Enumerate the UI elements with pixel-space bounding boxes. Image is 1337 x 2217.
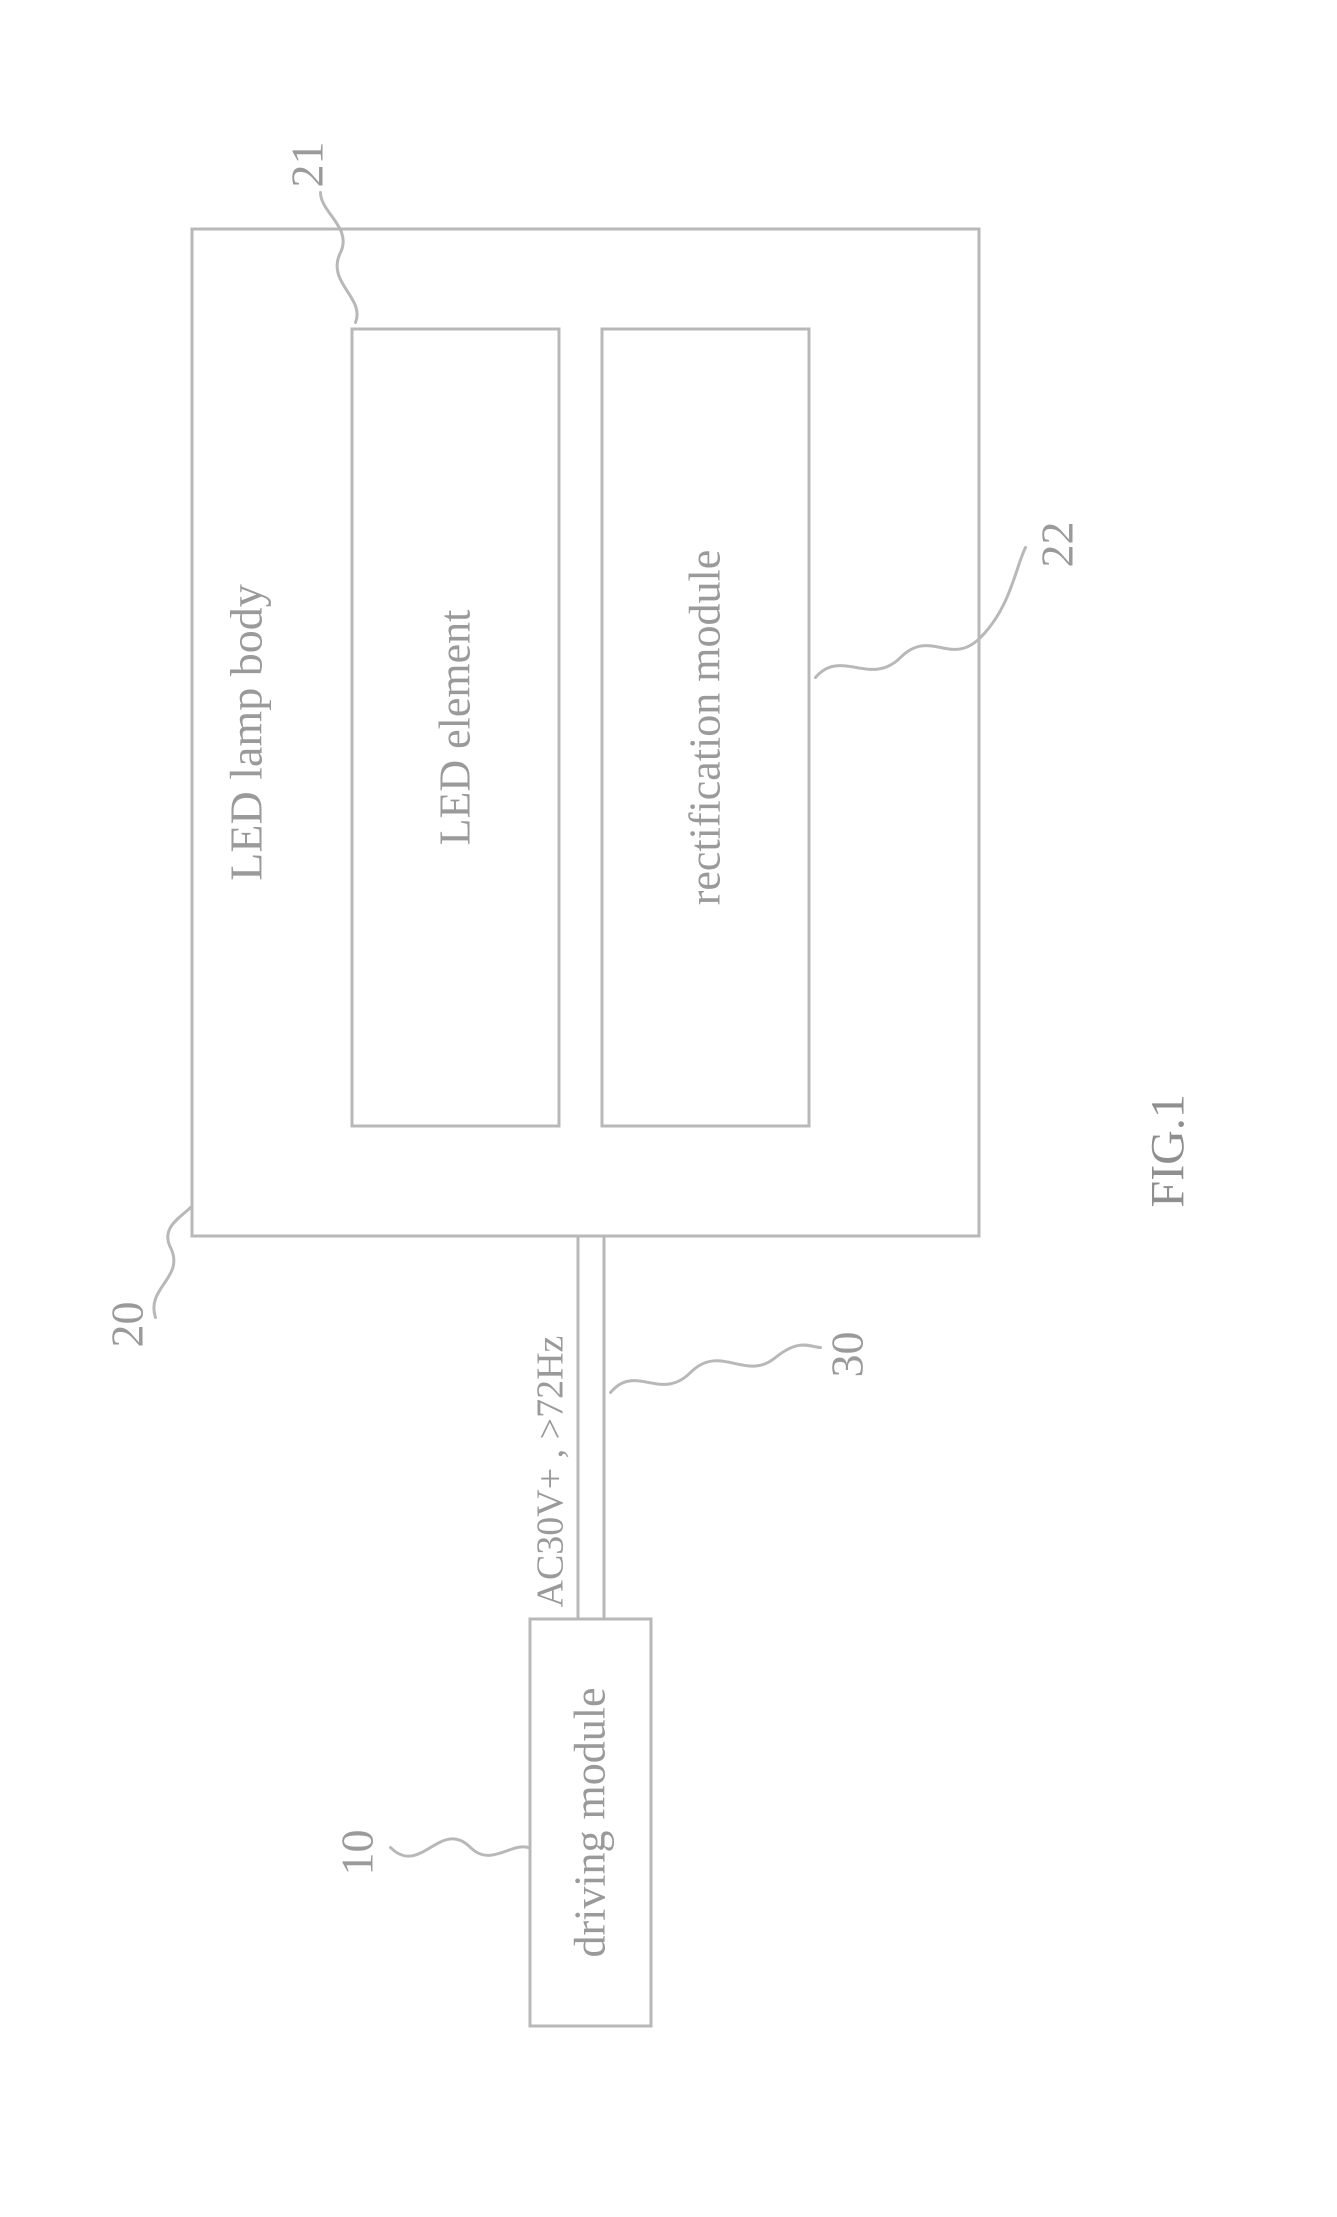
leader-21 <box>300 177 380 327</box>
figure-caption: FIG.1 <box>1140 1094 1195 1207</box>
led-element-label: LED element <box>431 609 479 845</box>
leader-10 <box>380 1777 540 1897</box>
ref-10: 10 <box>330 1829 383 1875</box>
driving-module-label: driving module <box>566 1687 614 1957</box>
rectification-module-box: rectification module <box>600 327 810 1127</box>
led-lamp-body-box: LED lamp body <box>190 227 980 1237</box>
rectification-module-label: rectification module <box>681 549 729 905</box>
leader-30 <box>605 1287 830 1407</box>
led-lamp-body-label: LED lamp body <box>221 584 272 880</box>
leader-20 <box>145 1187 225 1327</box>
leader-22 <box>810 507 1040 687</box>
diagram-canvas: driving module LED lamp body LED element… <box>0 0 1337 2217</box>
wire-top <box>576 1237 579 1617</box>
led-element-box: LED element <box>350 327 560 1127</box>
driving-module-box: driving module <box>528 1617 652 2027</box>
wire-label: AC30V+ , >72Hz <box>528 1335 572 1607</box>
